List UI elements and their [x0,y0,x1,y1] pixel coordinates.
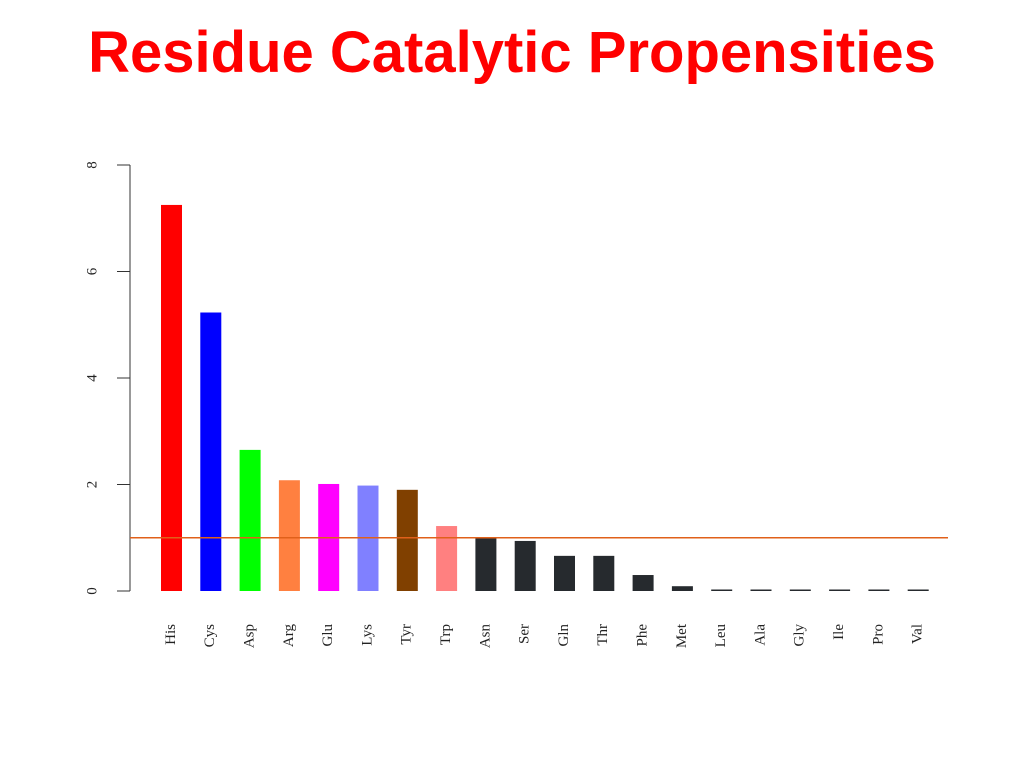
x-tick-label: Cys [202,624,218,648]
bar-tyr [396,489,418,591]
x-tick-label: Gly [792,624,808,647]
x-tick-label: Lys [359,624,375,646]
bar-gln [554,555,575,591]
x-tick-label: Phe [635,624,651,647]
y-tick-label: 6 [84,267,100,275]
y-axis: 0 2 4 6 8 [84,161,131,595]
bar-trp [436,526,458,591]
x-tick-label: Trp [438,624,454,645]
x-tick-label: Asn [477,624,493,649]
slide-title: Residue Catalytic Propensities [88,20,936,85]
bar-ile [829,589,851,591]
bar-asp [239,449,261,591]
y-tick-label: 8 [84,161,100,169]
x-tick-label: Ser [517,624,533,644]
bar-leu [711,589,733,591]
category-labels: His Cys Asp Arg Glu Lys Tyr Trp Asn Ser Gln Thr Phe M… [163,623,926,648]
x-tick-label: Val [910,624,926,644]
x-tick-label: Met [674,623,690,648]
bar-his [161,204,182,591]
x-tick-label: Thr [595,624,611,646]
y-tick-label: 0 [84,587,100,595]
bar-val [907,589,929,591]
x-tick-label: Ala [752,624,768,646]
bar-ser [514,540,536,591]
x-tick-label: Leu [713,624,729,648]
bar-thr [593,555,615,591]
x-tick-label: Ile [831,624,847,640]
bar-asn [475,537,497,591]
bar-ala [750,589,772,591]
x-tick-label: Tyr [399,624,415,645]
x-tick-label: Glu [320,624,336,647]
x-tick-label: Pro [870,624,886,645]
y-tick-label: 4 [84,374,100,382]
bar-phe [632,575,654,591]
x-tick-label: His [163,624,179,645]
bar-pro [868,589,890,591]
x-tick-label: Asp [242,624,258,648]
bar-gly [789,589,811,591]
bar-met [671,586,693,591]
y-tick-label: 2 [84,481,100,489]
x-tick-label: Arg [281,624,297,648]
bar-arg [278,480,300,591]
x-tick-label: Gln [556,624,572,647]
bar-cys [200,312,222,591]
bars [161,204,929,591]
